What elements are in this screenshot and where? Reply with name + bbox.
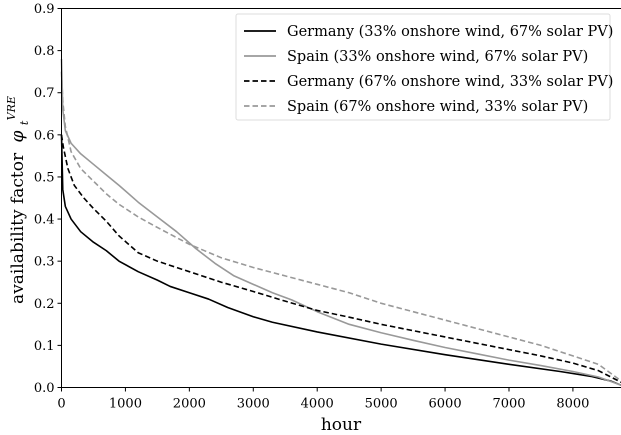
legend-label: Germany (33% onshore wind, 67% solar PV) <box>287 24 613 40</box>
y-tick-label: 0.9 <box>34 2 55 17</box>
x-tick-label: 5000 <box>365 397 398 412</box>
x-tick-label: 3000 <box>237 397 270 412</box>
series-line-2 <box>60 134 621 384</box>
x-tick-label: 2000 <box>173 397 206 412</box>
y-axis-label-text: availability factor <box>8 152 28 304</box>
y-tick-label: 0.3 <box>34 255 55 270</box>
y-tick-label: 0.7 <box>34 86 55 101</box>
ticks: 0 1000 2000 3000 4000 5000 6000 7000 8000 0.0 0.1 0… <box>34 2 590 412</box>
y-axis-label-symbol: φ <box>8 130 28 142</box>
y-tick-label: 0.8 <box>34 44 55 59</box>
y-axis-label-group: availability factor φ t VRE <box>5 96 33 304</box>
y-axis-label-subscript: t <box>18 120 31 125</box>
series-line-3 <box>60 71 621 382</box>
x-tick-label: 1000 <box>109 397 142 412</box>
x-axis-label: hour <box>321 415 362 435</box>
y-tick-label: 0.4 <box>34 213 55 228</box>
x-tick-label: 6000 <box>429 397 462 412</box>
y-tick-label: 0.2 <box>34 297 55 312</box>
legend-label: Spain (33% onshore wind, 67% solar PV) <box>287 49 588 65</box>
x-tick-label: 4000 <box>301 397 334 412</box>
y-tick-label: 0.5 <box>34 170 55 185</box>
series-line-1 <box>60 59 621 387</box>
y-tick-label: 0.0 <box>34 381 55 396</box>
x-tick-label: 7000 <box>492 397 525 412</box>
series-line-0 <box>60 134 621 387</box>
x-tick-label: 8000 <box>556 397 589 412</box>
series-lines <box>60 59 621 387</box>
y-tick-label: 0.6 <box>34 128 55 143</box>
legend: Germany (33% onshore wind, 67% solar PV)… <box>235 13 613 121</box>
y-axis-label-superscript: VRE <box>5 96 18 120</box>
legend-box <box>235 13 611 121</box>
y-axis-label: availability factor φ t VRE <box>5 96 33 304</box>
plot-frame <box>61 8 621 388</box>
x-tick-label: 0 <box>57 397 65 412</box>
legend-label: Spain (67% onshore wind, 33% solar PV) <box>287 99 588 115</box>
legend-label: Germany (67% onshore wind, 33% solar PV) <box>287 74 613 90</box>
y-tick-label: 0.1 <box>34 339 55 354</box>
